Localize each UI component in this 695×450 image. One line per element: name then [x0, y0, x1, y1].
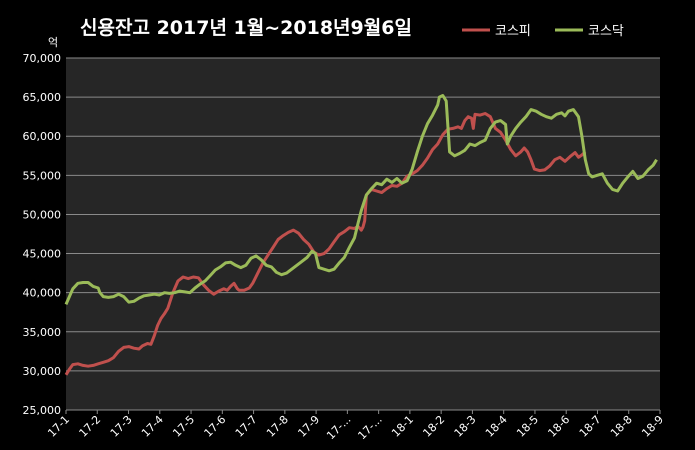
x-axis-ticks: 17-1 17-2 17-3 17-4 17-5 17-6 17-7 17-8 17-9 17-.…: [45, 410, 666, 442]
chart-title: 신용잔고 2017년 1월~2018년9월6일: [80, 17, 412, 39]
y-tick-label: 25,000: [23, 404, 62, 417]
y-tick-label: 70,000: [23, 52, 62, 65]
x-tick-label: 18-8: [608, 413, 635, 440]
legend-label-kosdaq: 코스닥: [588, 24, 624, 39]
y-tick-label: 55,000: [23, 169, 62, 182]
x-tick-label: 17-6: [202, 413, 229, 440]
x-tick-label: 17-2: [77, 413, 104, 440]
x-tick-label: 18-9: [639, 413, 666, 440]
kosdaq-line: [64, 94, 658, 305]
x-tick-label: 17-9: [295, 413, 322, 440]
x-tick-label: 18-2: [420, 413, 447, 440]
x-tick-label: 17-5: [170, 413, 197, 440]
x-tick-label: 18-7: [577, 413, 604, 440]
x-tick-label: 17-7: [233, 413, 260, 440]
y-tick-label: 65,000: [23, 91, 62, 104]
x-tick-label: 17-4: [139, 413, 166, 440]
y-axis-ticks: 70,000 65,000 60,000 55,000 50,000 45,000 40,0…: [23, 52, 62, 417]
x-tick-label: 17-...: [355, 413, 384, 442]
x-tick-label: 17-8: [264, 413, 291, 440]
series-lines: [64, 94, 658, 376]
y-tick-label: 40,000: [23, 287, 62, 300]
y-tick-label: 30,000: [23, 365, 62, 378]
kospi-line: [64, 112, 587, 376]
x-tick-label: 18-3: [452, 413, 479, 440]
y-tick-label: 45,000: [23, 248, 62, 261]
y-tick-label: 35,000: [23, 326, 62, 339]
x-tick-label: 17-...: [324, 413, 353, 442]
legend-label-kospi: 코스피: [495, 24, 531, 39]
x-tick-label: 18-1: [389, 413, 416, 440]
x-tick-label: 18-4: [483, 413, 510, 440]
x-tick-label: 18-5: [514, 413, 541, 440]
y-tick-label: 60,000: [23, 130, 62, 143]
plot-area: [66, 58, 660, 410]
x-tick-label: 18-6: [545, 413, 572, 440]
y-axis-unit-label: 억: [48, 36, 58, 49]
legend: 코스피 코스닥: [462, 24, 624, 39]
x-tick-label: 17-3: [108, 413, 135, 440]
y-tick-label: 50,000: [23, 208, 62, 221]
